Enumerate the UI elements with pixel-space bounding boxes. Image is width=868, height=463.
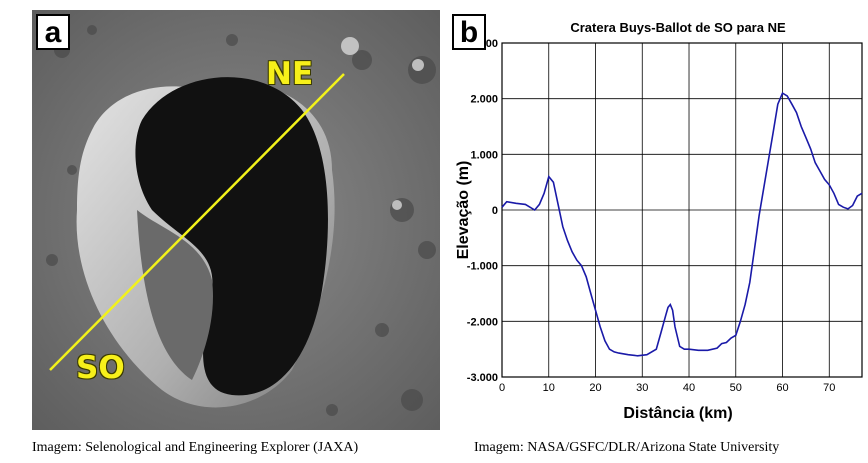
y-tick-label: 2.000	[470, 94, 498, 106]
x-tick-label: 60	[776, 382, 788, 394]
y-tick-label: -3.000	[467, 372, 498, 384]
x-tick-label: 30	[636, 382, 648, 394]
crater-highlights	[341, 37, 424, 210]
elevation-profile-line	[501, 91, 863, 357]
image-credit-right: Imagem: NASA/GSFC/DLR/Arizona State Univ…	[474, 440, 780, 455]
panel-a-letter: a	[36, 14, 70, 50]
x-tick-label: 40	[683, 382, 695, 394]
y-axis-label: Elevação (m)	[455, 161, 472, 260]
x-tick-label: 20	[589, 382, 601, 394]
elevation-chart: Cratera Buys-Ballot de SO para NE 0 10 20 3…	[455, 20, 863, 422]
crater-image-panel: a NE SO	[32, 10, 440, 430]
y-tick-label: 0	[492, 205, 498, 217]
crater-shadow-floor	[135, 77, 328, 396]
x-tick-label: 10	[543, 382, 555, 394]
ne-direction-label: NE	[266, 56, 314, 92]
chart-title: Cratera Buys-Ballot de SO para NE	[570, 20, 786, 35]
x-tick-label: 70	[823, 382, 835, 394]
x-tick-label: 0	[499, 382, 505, 394]
y-tick-label: -2.000	[467, 316, 498, 328]
y-tick-label: 1.000	[470, 149, 498, 161]
so-direction-label: SO	[76, 350, 125, 386]
panel-b-letter: b	[452, 14, 486, 50]
grid-lines	[502, 43, 862, 377]
elevation-chart-panel: Cratera Buys-Ballot de SO para NE 0 10 20 3…	[452, 10, 864, 430]
crater-image	[32, 10, 440, 430]
x-axis-label: Distância (km)	[623, 405, 732, 422]
plot-frame	[501, 42, 863, 378]
image-credit-left: Imagem: Selenological and Engineering Ex…	[32, 440, 359, 455]
x-tick-labels: 0 10 20 30 40 50 60 70	[499, 382, 835, 394]
x-tick-label: 50	[730, 382, 742, 394]
crater-lit-floor	[137, 210, 213, 380]
profile-line	[49, 73, 345, 371]
y-tick-label: -1.000	[467, 261, 498, 273]
